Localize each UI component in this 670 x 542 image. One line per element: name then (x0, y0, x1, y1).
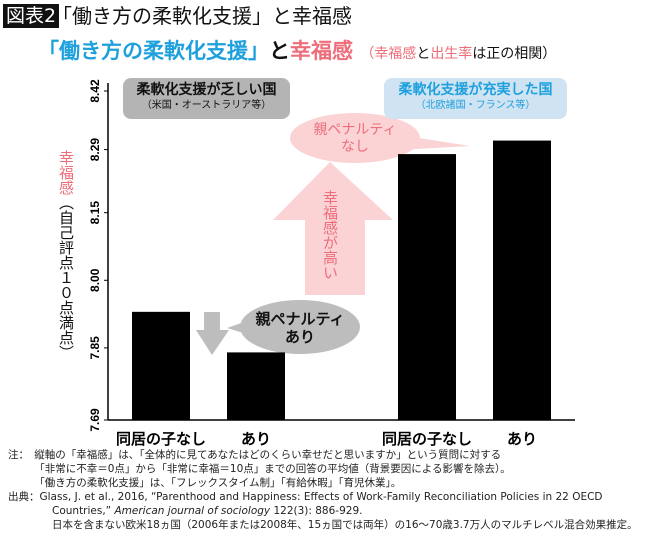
y-tick-label: 8.42 (88, 79, 102, 103)
weak-sub: （米国・オーストラリア等） (141, 100, 272, 111)
y-label-pink: 幸福感 (57, 150, 75, 195)
strong-sub: （北欧諸国・フランス等） (415, 100, 536, 111)
paren-and: と (416, 46, 431, 62)
y-axis-label: 幸福感（自己評点１０点満点） (57, 150, 75, 360)
y-tick-label: 8.29 (88, 138, 102, 162)
y-label-rest: （自己評点１０点満点） (57, 195, 75, 360)
note-line: 「働き方の柔軟化支援」は、「フレックスタイム制」「有給休暇」「育児休業」。 (8, 477, 402, 489)
weak-title: 柔軟化支援が乏しい国 (136, 82, 277, 98)
strong-support-label: 柔軟化支援が充実した国 （北欧諸国・フランス等） (384, 78, 567, 119)
penalty-line1: 親ペナルティ (255, 310, 345, 328)
paren-pink2: 出生率 (430, 46, 473, 62)
paren-rest: は正の相関） (472, 46, 557, 62)
source-line2: Countries,” American journal of sociolog… (8, 504, 638, 518)
note-line: 「非常に不幸＝0点」から「非常に幸福＝10点」までの回答の平均値（背景要因による… (8, 463, 511, 475)
higher-label: 幸福感が高い (321, 190, 339, 280)
subtitle-part2: と (269, 39, 290, 63)
no-penalty-label: 親ペナルティ なし (290, 122, 420, 156)
y-tick-label: 7.85 (88, 336, 102, 360)
no-penalty-callout (290, 113, 420, 163)
figure-tag: 図表2 (3, 4, 60, 28)
subtitle-part1: 「働き方の柔軟化支援」 (38, 39, 269, 63)
paren-pink1: 幸福感 (374, 46, 417, 62)
subtitle-part3: 幸福感 (290, 39, 353, 63)
x-label-1: あり (240, 430, 272, 448)
penalty-line2: あり (284, 328, 315, 346)
y-tick-label: 7.69 (88, 408, 102, 432)
no-penalty-line1: 親ペナルティ (313, 122, 397, 138)
source-label: 出典： (8, 491, 40, 503)
source-text2a: Countries,” (52, 505, 112, 517)
bar-3 (493, 140, 551, 420)
bar-2 (398, 154, 456, 420)
bar-1 (227, 352, 285, 420)
x-label-3: あり (506, 430, 538, 448)
strong-title: 柔軟化支援が充実した国 (398, 82, 553, 98)
figure-title: 「働き方の柔軟化支援」と幸福感 (52, 4, 352, 28)
notes: 注： 縦軸の「幸福感」は、「全体的に見てあなたはどのくらい幸せだと思いますか」と… (8, 448, 638, 532)
source-journal: American journal of sociology (114, 505, 271, 517)
penalty-label: 親ペナルティ あり (240, 310, 360, 346)
note-line: 注： 縦軸の「幸福感」は、「全体的に見てあなたはどのくらい幸せだと思いますか」と… (8, 449, 502, 461)
chart-subtitle: 「働き方の柔軟化支援」と幸福感 （幸福感と出生率は正の相関） (38, 36, 556, 69)
source-text1: Glass, J. et al., 2016, “Parenthood and … (39, 491, 603, 503)
penalty-callout (240, 300, 360, 354)
down-arrow-icon (196, 312, 229, 355)
source-line1: 出典：Glass, J. et al., 2016, “Parenthood a… (8, 490, 638, 504)
source-text2c: 122(3): 886-929. (270, 505, 363, 517)
x-label-2: 同居の子なし (381, 430, 473, 448)
up-arrow-icon (273, 162, 393, 295)
bar-0 (132, 311, 190, 420)
weak-support-label: 柔軟化支援が乏しい国 （米国・オーストラリア等） (123, 78, 290, 119)
x-label-0: 同居の子なし (115, 430, 207, 448)
paren-open: （ (360, 46, 375, 62)
y-tick-label: 8.15 (88, 201, 102, 225)
no-penalty-line2: なし (341, 139, 369, 155)
y-tick-label: 8.00 (88, 268, 102, 292)
source-line3: 日本を含まない欧米18ヵ国（2006年または2008年、15ヵ国では両年）の16… (52, 519, 638, 531)
